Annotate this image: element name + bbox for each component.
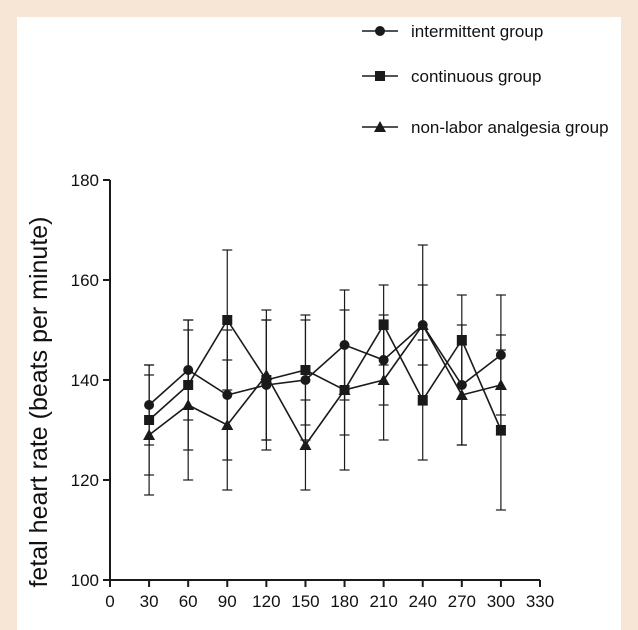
y-tick-label: 100 — [71, 571, 99, 590]
series-square — [144, 249, 506, 511]
series-triangle — [143, 284, 507, 496]
x-tick-label: 120 — [252, 592, 280, 611]
data-point-triangle — [338, 384, 351, 395]
data-point-triangle — [494, 379, 507, 390]
data-point-square — [456, 335, 467, 345]
x-tick-label: 180 — [330, 592, 358, 611]
y-tick-label: 140 — [71, 371, 99, 390]
data-point-square — [300, 365, 311, 375]
legend-marker-circle — [375, 26, 385, 36]
legend-marker-square — [375, 71, 385, 81]
line-chart: intermittent group continuous group non-la… — [25, 22, 609, 611]
y-axis-label: fetal heart rate (beats per minute) — [25, 216, 53, 587]
x-tick-label: 240 — [409, 592, 437, 611]
y-tick-label: 120 — [71, 471, 99, 490]
legend: intermittent group continuous group non-la… — [362, 22, 609, 137]
series-line — [148, 323, 502, 447]
data-point-triangle — [416, 319, 429, 330]
y-tick-label: 160 — [71, 271, 99, 290]
data-point-triangle — [221, 419, 234, 430]
data-point-triangle — [455, 389, 468, 400]
x-tick-label: 30 — [140, 592, 159, 611]
legend-label: continuous group — [411, 67, 541, 86]
legend-item: intermittent group — [362, 22, 543, 41]
data-point-triangle — [260, 369, 273, 380]
x-tick-label: 330 — [526, 592, 554, 611]
series-line — [148, 323, 502, 406]
y-tick-label: 180 — [71, 171, 99, 190]
data-point-triangle — [299, 439, 312, 450]
legend-item: continuous group — [362, 67, 541, 86]
series-circle — [144, 244, 506, 461]
x-tick-label: 270 — [448, 592, 476, 611]
data-point-triangle — [182, 399, 195, 410]
data-point-triangle — [143, 429, 156, 440]
x-tick-label: 60 — [179, 592, 198, 611]
data-point-square — [417, 395, 428, 405]
data-point-square — [222, 315, 233, 325]
x-tick-label: 0 — [105, 592, 114, 611]
legend-marker-triangle — [374, 121, 386, 132]
axes: 100 120 140 160 180 0 30 60 90 120 150 180 210 240 270… — [71, 171, 555, 611]
legend-item: non-labor analgesia group — [362, 118, 609, 137]
x-tick-label: 210 — [369, 592, 397, 611]
x-tick-label: 150 — [291, 592, 319, 611]
series-layer — [143, 244, 507, 511]
data-point-triangle — [377, 374, 390, 385]
figure-frame: intermittent group continuous group non-la… — [17, 17, 621, 630]
legend-label: intermittent group — [411, 22, 543, 41]
x-tick-label: 300 — [487, 592, 515, 611]
series-line — [148, 318, 502, 431]
legend-label: non-labor analgesia group — [411, 118, 609, 137]
x-tick-label: 90 — [218, 592, 237, 611]
